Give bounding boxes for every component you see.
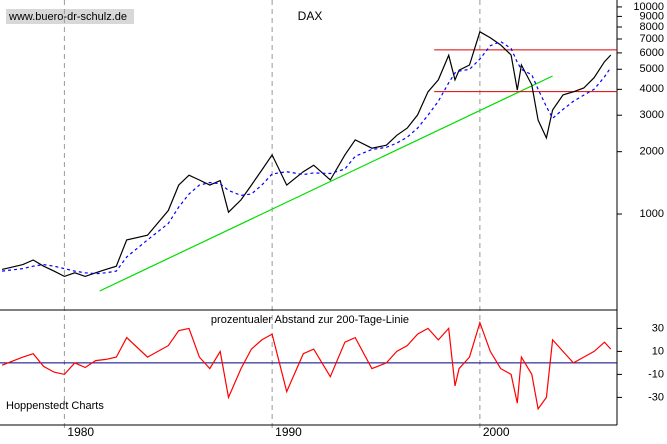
credit: Hoppenstedt Charts: [6, 400, 104, 412]
source-box: [6, 9, 134, 24]
y-tick-label: -10: [648, 368, 664, 380]
y-tick-label: 5000: [640, 63, 664, 75]
y-tick-label: 4000: [640, 83, 664, 95]
y-tick-label: 10000: [633, 1, 664, 13]
y-tick-label: 1000: [640, 208, 664, 220]
y-tick-label: 9000: [640, 10, 664, 22]
y-tick-label: 30: [652, 322, 664, 334]
y-tick-label: 8000: [640, 21, 664, 33]
y-tick-label: 2000: [640, 146, 664, 158]
y-tick-label: -30: [648, 391, 664, 403]
y-tick-label: 10: [652, 345, 664, 357]
chart-title: DAX: [298, 9, 323, 23]
y-tick-label: 3000: [640, 109, 664, 121]
y-tick-label: 6000: [640, 47, 664, 59]
source: www.buero-dr-schulz.de: [8, 11, 127, 23]
x-tick-label: 1990: [275, 425, 302, 439]
series-line: [1, 30, 612, 278]
trend-line: [99, 75, 553, 292]
series-line: [2, 40, 612, 275]
series-line: [1, 320, 612, 411]
x-tick-label: 2000: [483, 425, 510, 439]
y-tick-label: 7000: [640, 33, 664, 45]
x-tick-label: 1980: [67, 425, 94, 439]
panel-title: prozentualer Abstand zur 200-Tage-Linie: [211, 314, 409, 326]
